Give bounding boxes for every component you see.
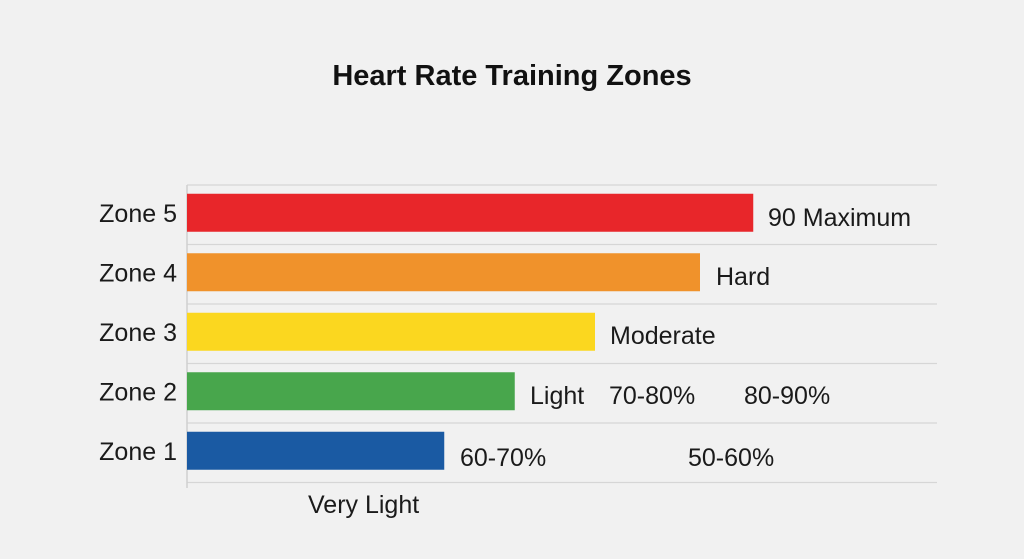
annotation-label: 90 Maximum bbox=[768, 204, 911, 232]
category-label: Zone 3 bbox=[99, 319, 177, 347]
bar-zone-3 bbox=[187, 312, 595, 351]
annotation-label: 70-80% bbox=[609, 382, 695, 410]
annotation-label: Very Light bbox=[308, 491, 419, 519]
bar-zone-1 bbox=[187, 431, 445, 470]
bar-zone-2 bbox=[187, 372, 515, 411]
bar-zone-4 bbox=[187, 253, 700, 292]
category-label: Zone 4 bbox=[99, 259, 177, 287]
annotation-label: 50-60% bbox=[688, 444, 774, 472]
chart-title: Heart Rate Training Zones bbox=[332, 60, 691, 92]
annotation-label: 60-70% bbox=[460, 444, 546, 472]
annotation-label: Moderate bbox=[610, 322, 716, 350]
annotation-label: Light bbox=[530, 382, 584, 410]
category-label: Zone 5 bbox=[99, 200, 177, 228]
category-label: Zone 1 bbox=[99, 438, 177, 466]
annotation-label: Hard bbox=[716, 263, 770, 291]
category-label: Zone 2 bbox=[99, 378, 177, 406]
bar-zone-5 bbox=[187, 193, 754, 232]
annotation-label: 80-90% bbox=[744, 382, 830, 410]
